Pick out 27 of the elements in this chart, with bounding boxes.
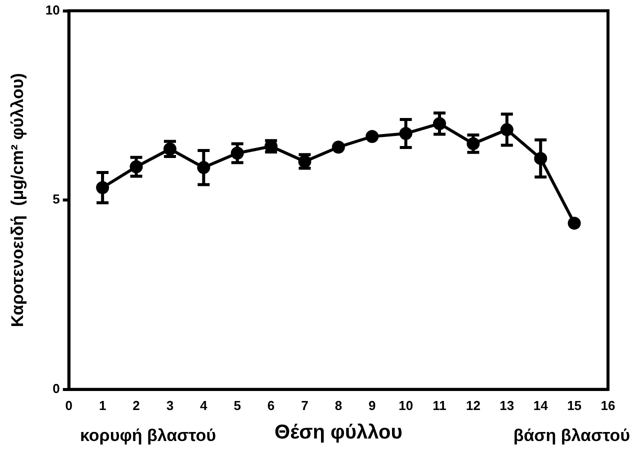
text: βάση βλαστού — [513, 426, 630, 445]
y-tick-label: 5 — [52, 192, 60, 207]
x-tick-label: 12 — [466, 398, 480, 413]
x-tick-label: 10 — [398, 398, 414, 413]
x-tick-label: 0 — [65, 398, 72, 413]
y-tick-label: 0 — [52, 380, 60, 396]
x-tick-label: 15 — [567, 398, 582, 413]
point — [366, 130, 379, 143]
point — [568, 216, 581, 230]
text: κορυφή βλαστού — [80, 426, 216, 445]
x-tick-label: 3 — [166, 398, 174, 413]
x-tick-label: 2 — [132, 398, 140, 413]
x-tick-label: 9 — [368, 398, 376, 413]
x-axis-title: Θέση φύλλου — [274, 422, 402, 444]
x-tick-label: 6 — [267, 398, 275, 413]
point — [332, 140, 345, 154]
x-tick-label: 11 — [432, 398, 446, 413]
x-tick-label: 14 — [533, 398, 549, 413]
x-tick-label: 8 — [334, 398, 342, 413]
x-tick-label: 4 — [200, 398, 208, 413]
y-axis-title: Καροτενοειδή (μg/cm² φύλλου) — [8, 73, 27, 328]
x-tick-label: 1 — [98, 398, 106, 413]
x-tick-label: 16 — [600, 398, 616, 413]
y-tick-label: 10 — [45, 2, 60, 18]
x-tick-label: 5 — [234, 398, 241, 413]
x-tick-label: 13 — [500, 398, 514, 413]
x-tick-label: 7 — [301, 398, 308, 413]
